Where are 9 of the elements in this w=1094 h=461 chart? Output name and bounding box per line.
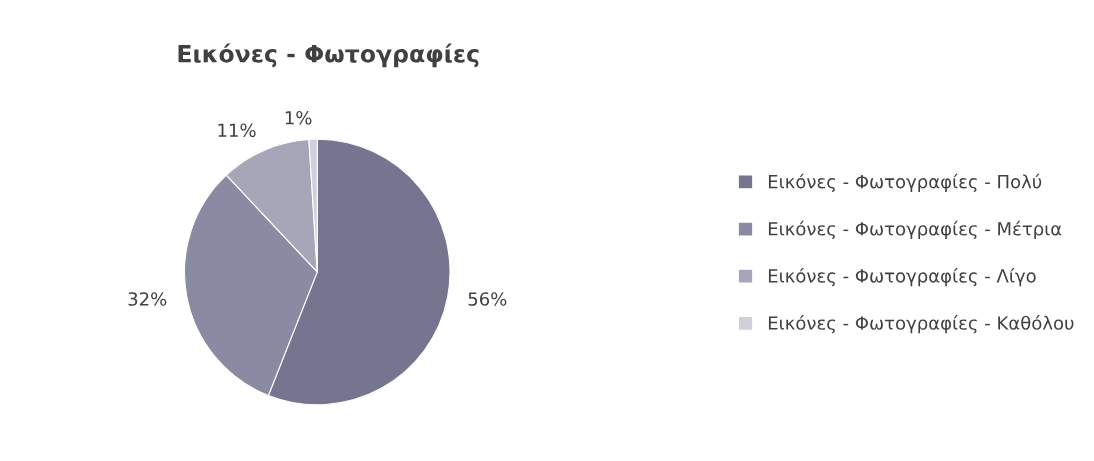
legend-label: Εικόνες - Φωτογραφίες - Μέτρια [768, 220, 1062, 240]
data-label: 11% [218, 123, 256, 138]
chart-title: Εικόνες - Φωτογραφίες [178, 43, 479, 68]
data-label: 32% [128, 292, 167, 306]
data-label: 1% [285, 110, 312, 125]
data-label: 56% [468, 292, 507, 306]
legend-label: Εικόνες - Φωτογραφίες - Πολύ [768, 173, 1042, 192]
legend-label: Εικόνες - Φωτογραφίες - Καθόλου [768, 315, 1074, 334]
legend-label: Εικόνες - Φωτογραφίες - Λίγο [768, 267, 1036, 287]
